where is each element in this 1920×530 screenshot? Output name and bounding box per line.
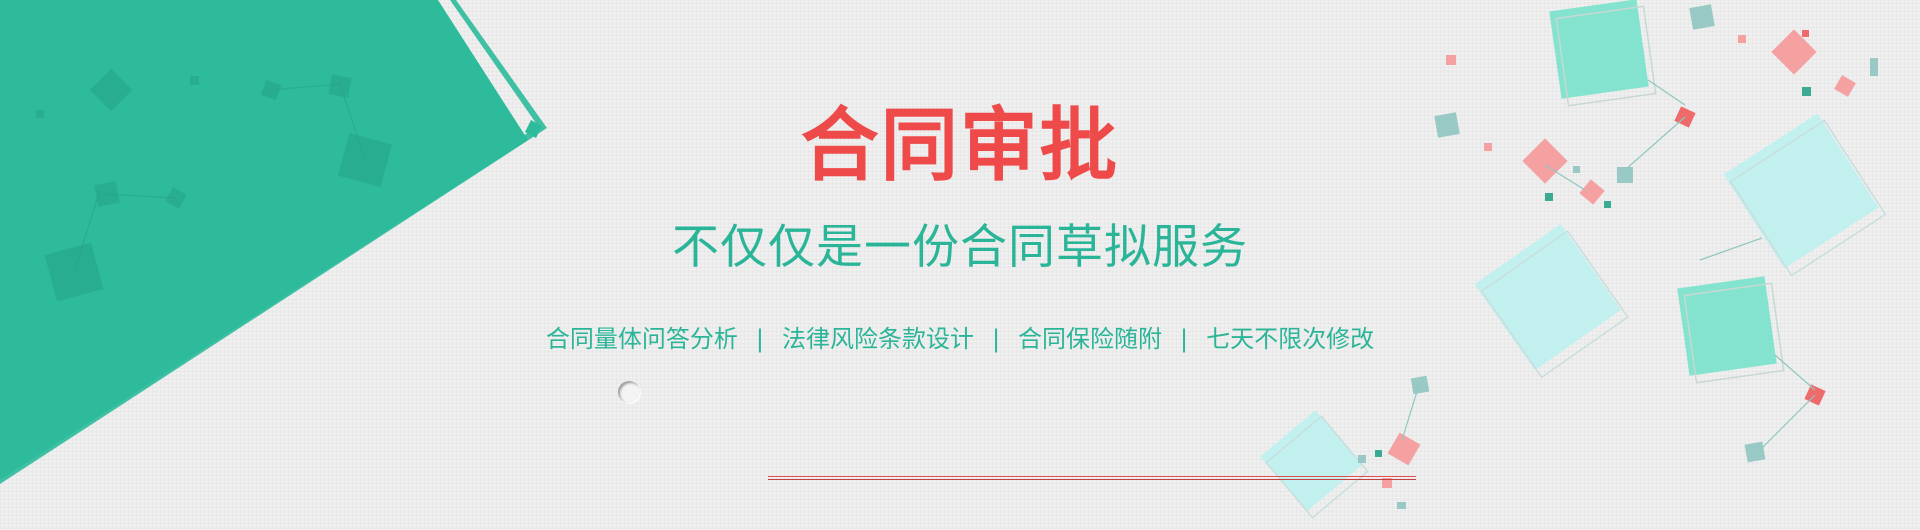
feature-separator: | <box>991 325 1001 353</box>
triangle-corner-square <box>525 120 542 138</box>
tile-sky-right-outline <box>1729 119 1887 277</box>
right-tiles <box>1260 0 1887 519</box>
double-underline <box>768 476 1416 481</box>
triangle-pattern-lines <box>73 83 366 273</box>
feature-separator: | <box>1180 325 1189 353</box>
banner-subtitle: 不仅仅是一份合同草拟服务 <box>672 220 1248 275</box>
underline-bottom <box>768 479 1416 480</box>
tile-mint-top <box>1549 0 1649 99</box>
small-dark-teal-squares <box>1375 87 1811 457</box>
feature-item: 法律风险条款设计 <box>781 325 974 353</box>
underline-top <box>768 476 1416 477</box>
feature-item: 七天不限次修改 <box>1206 325 1375 353</box>
tile-sky-mid-outline <box>1480 229 1629 379</box>
tile-mint-low <box>1677 276 1777 376</box>
feature-separator: | <box>755 325 764 353</box>
tile-mint-top-outline <box>1555 5 1657 107</box>
feature-item: 合同保险随附 <box>1018 325 1163 353</box>
feature-list: 合同量体问答分析 | 法律风险条款设计 | 合同保险随附 | 七天不限次修改 <box>0 322 1920 356</box>
feature-item: 合同量体问答分析 <box>545 325 738 353</box>
circle-icon <box>618 381 640 403</box>
small-teal-squares <box>1358 4 1878 509</box>
banner-title: 合同审批 <box>800 99 1120 192</box>
green-triangle <box>0 0 528 480</box>
connector-lines <box>1401 79 1816 451</box>
tile-mint-low-outline <box>1683 282 1785 384</box>
tile-sky-bottom-outline <box>1265 415 1369 519</box>
